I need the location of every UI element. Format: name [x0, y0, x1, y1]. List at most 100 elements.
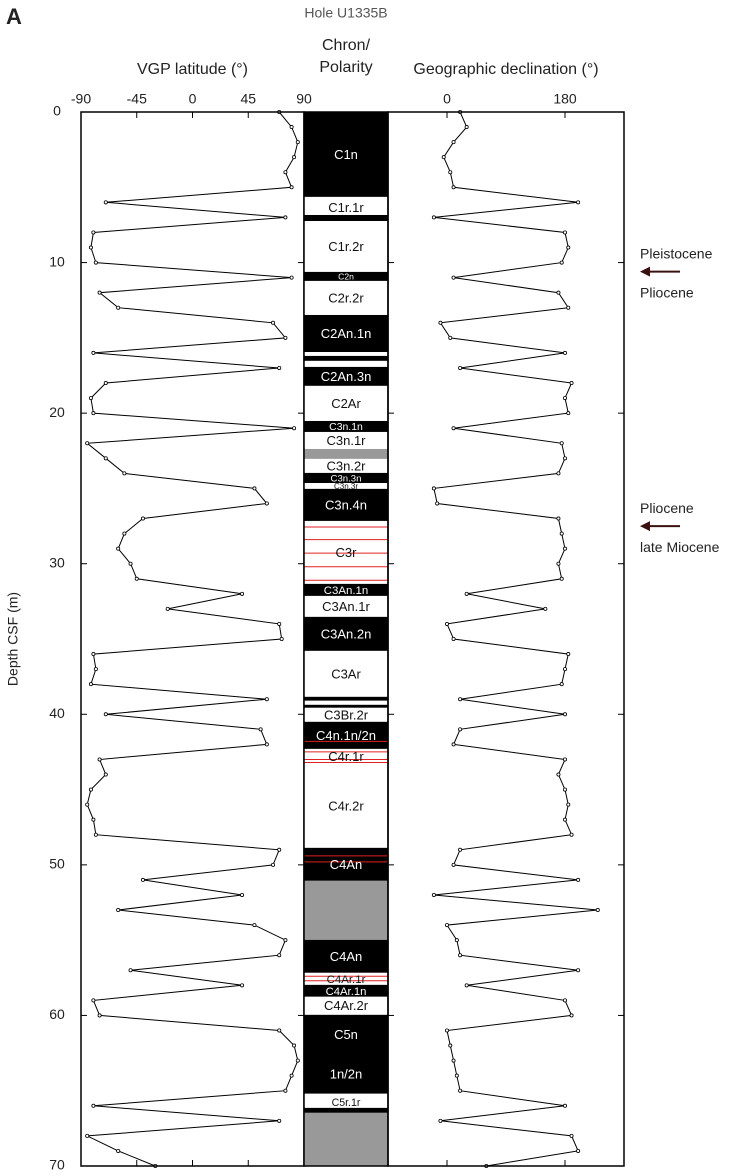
- chron-label: C2r.2r: [328, 290, 364, 305]
- data-point: [556, 516, 561, 521]
- data-point: [451, 140, 456, 145]
- chron-label: C3n.3r: [334, 482, 358, 491]
- panel-frame: [387, 111, 625, 1167]
- chron-label: C4r.2r: [328, 798, 364, 813]
- data-point: [448, 1043, 453, 1048]
- chron-label: C3An.1n: [324, 585, 369, 597]
- chron-label: C1r.2r: [328, 239, 364, 254]
- data-point: [451, 637, 456, 642]
- x-tick-label: 180: [553, 91, 577, 107]
- data-point: [444, 923, 449, 928]
- data-point: [97, 290, 102, 295]
- polarity-zone: [304, 984, 388, 997]
- polarity-zone: [304, 650, 388, 697]
- panel-label: A: [6, 4, 22, 29]
- data-point: [88, 682, 93, 687]
- polarity-zone: [304, 112, 388, 197]
- polarity-zone: [304, 1107, 388, 1113]
- y-tick-label: 0: [53, 103, 61, 119]
- data-point: [576, 877, 581, 882]
- data-point: [88, 396, 93, 401]
- polarity-zone: [304, 214, 388, 222]
- polarity-zone: [304, 366, 388, 386]
- data-point: [289, 275, 294, 280]
- polarity-zone: [304, 595, 388, 617]
- x-tick-label: 45: [240, 91, 256, 107]
- data-point: [91, 652, 96, 657]
- chron-label: C3n.1n: [329, 422, 363, 433]
- data-point: [464, 591, 469, 596]
- data-point: [559, 531, 564, 536]
- arrow-head: [640, 521, 650, 532]
- chron-label: C2Ar: [331, 396, 361, 411]
- data-point: [444, 621, 449, 626]
- data-point: [563, 667, 568, 672]
- y-axis-label: Depth CSF (m): [5, 592, 21, 686]
- data-point: [103, 200, 108, 205]
- data-point: [559, 260, 564, 265]
- figure-title: Hole U1335B: [304, 5, 387, 21]
- polarity-zone: [304, 360, 388, 367]
- data-point: [448, 335, 453, 340]
- data-line: [433, 111, 598, 1167]
- chron-label: C3n.4n: [325, 497, 367, 512]
- data-point: [563, 350, 568, 355]
- data-point: [103, 712, 108, 717]
- data-point: [140, 516, 145, 521]
- data-point: [283, 215, 288, 220]
- polarity-zone: [304, 696, 388, 701]
- data-point: [431, 215, 436, 220]
- polarity-zone: [304, 472, 388, 484]
- data-point: [563, 396, 568, 401]
- data-point: [569, 1133, 574, 1138]
- data-point: [563, 230, 568, 235]
- y-tick-label: 40: [49, 705, 65, 721]
- data-point: [458, 727, 463, 732]
- chron-label: C3Ar: [331, 666, 361, 681]
- data-point: [85, 802, 90, 807]
- data-point: [91, 998, 96, 1003]
- polarity-zone: [304, 385, 388, 421]
- data-point: [543, 606, 548, 611]
- data-point: [292, 426, 297, 431]
- chron-label: C1r.1r: [328, 200, 364, 215]
- data-point: [556, 561, 561, 566]
- data-point: [295, 140, 300, 145]
- data-point: [438, 320, 443, 325]
- data-point: [277, 1028, 282, 1033]
- data-point: [454, 938, 459, 943]
- data-point: [563, 757, 568, 762]
- data-point: [556, 290, 561, 295]
- data-point: [97, 757, 102, 762]
- data-point: [85, 1133, 90, 1138]
- data-point: [97, 1013, 102, 1018]
- polarity-zone: [304, 847, 388, 881]
- data-point: [438, 1118, 443, 1123]
- data-point: [277, 365, 282, 370]
- data-point: [451, 185, 456, 190]
- chron-label: C4Ar.2r: [324, 998, 369, 1013]
- data-point: [134, 576, 139, 581]
- x-tick-label: -45: [127, 91, 147, 107]
- x-tick-label: 0: [189, 91, 197, 107]
- data-point: [116, 546, 121, 551]
- data-point: [451, 1058, 456, 1063]
- chron-label: C3An.2n: [321, 626, 372, 641]
- data-point: [122, 471, 127, 476]
- data-point: [277, 621, 282, 626]
- chron-label: C4r.1r: [328, 749, 364, 764]
- polarity-zone: [304, 880, 388, 940]
- data-point: [289, 125, 294, 130]
- data-point: [283, 938, 288, 943]
- data-point: [556, 471, 561, 476]
- data-point: [566, 652, 571, 657]
- data-point: [279, 637, 284, 642]
- data-point: [277, 953, 282, 958]
- data-point: [566, 802, 571, 807]
- polarity-zone: [304, 355, 388, 361]
- y-tick-label: 30: [49, 554, 65, 570]
- data-point: [435, 501, 440, 506]
- polarity-zone: [304, 221, 388, 272]
- polarity-zone: [304, 488, 388, 521]
- data-point: [559, 576, 564, 581]
